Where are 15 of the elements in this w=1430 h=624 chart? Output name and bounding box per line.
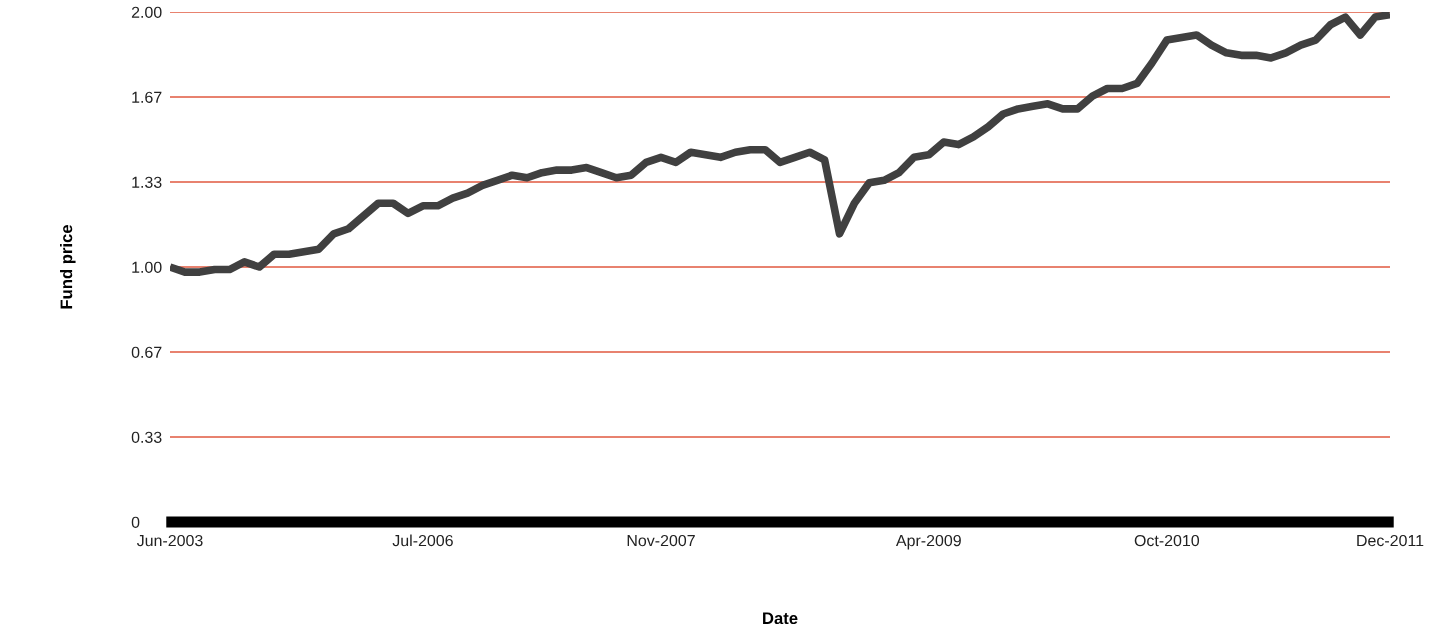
x-tick-label: Nov-2007 [627, 534, 695, 547]
y-tick-label: 0.67 [131, 346, 162, 358]
y-tick-label: 0 [131, 516, 140, 528]
x-tick-label: Oct-2010 [1134, 534, 1200, 547]
x-tick-label: Jul-2006 [392, 534, 453, 547]
y-axis-title: Fund price [60, 224, 76, 309]
x-tick-label: Dec-2011 [1357, 534, 1424, 547]
x-tick-label: Apr-2009 [895, 534, 961, 550]
y-tick-label: 2.00 [131, 6, 162, 18]
y-tick-label: 1.00 [132, 261, 162, 273]
y-tick-label: 1.33 [132, 176, 162, 188]
y-tick-label: 1.67 [132, 91, 162, 103]
x-tick-label: Jun-2003 [136, 534, 203, 547]
y-tick-label: 0.33 [131, 431, 162, 443]
x-axis-title: Date [763, 612, 798, 624]
